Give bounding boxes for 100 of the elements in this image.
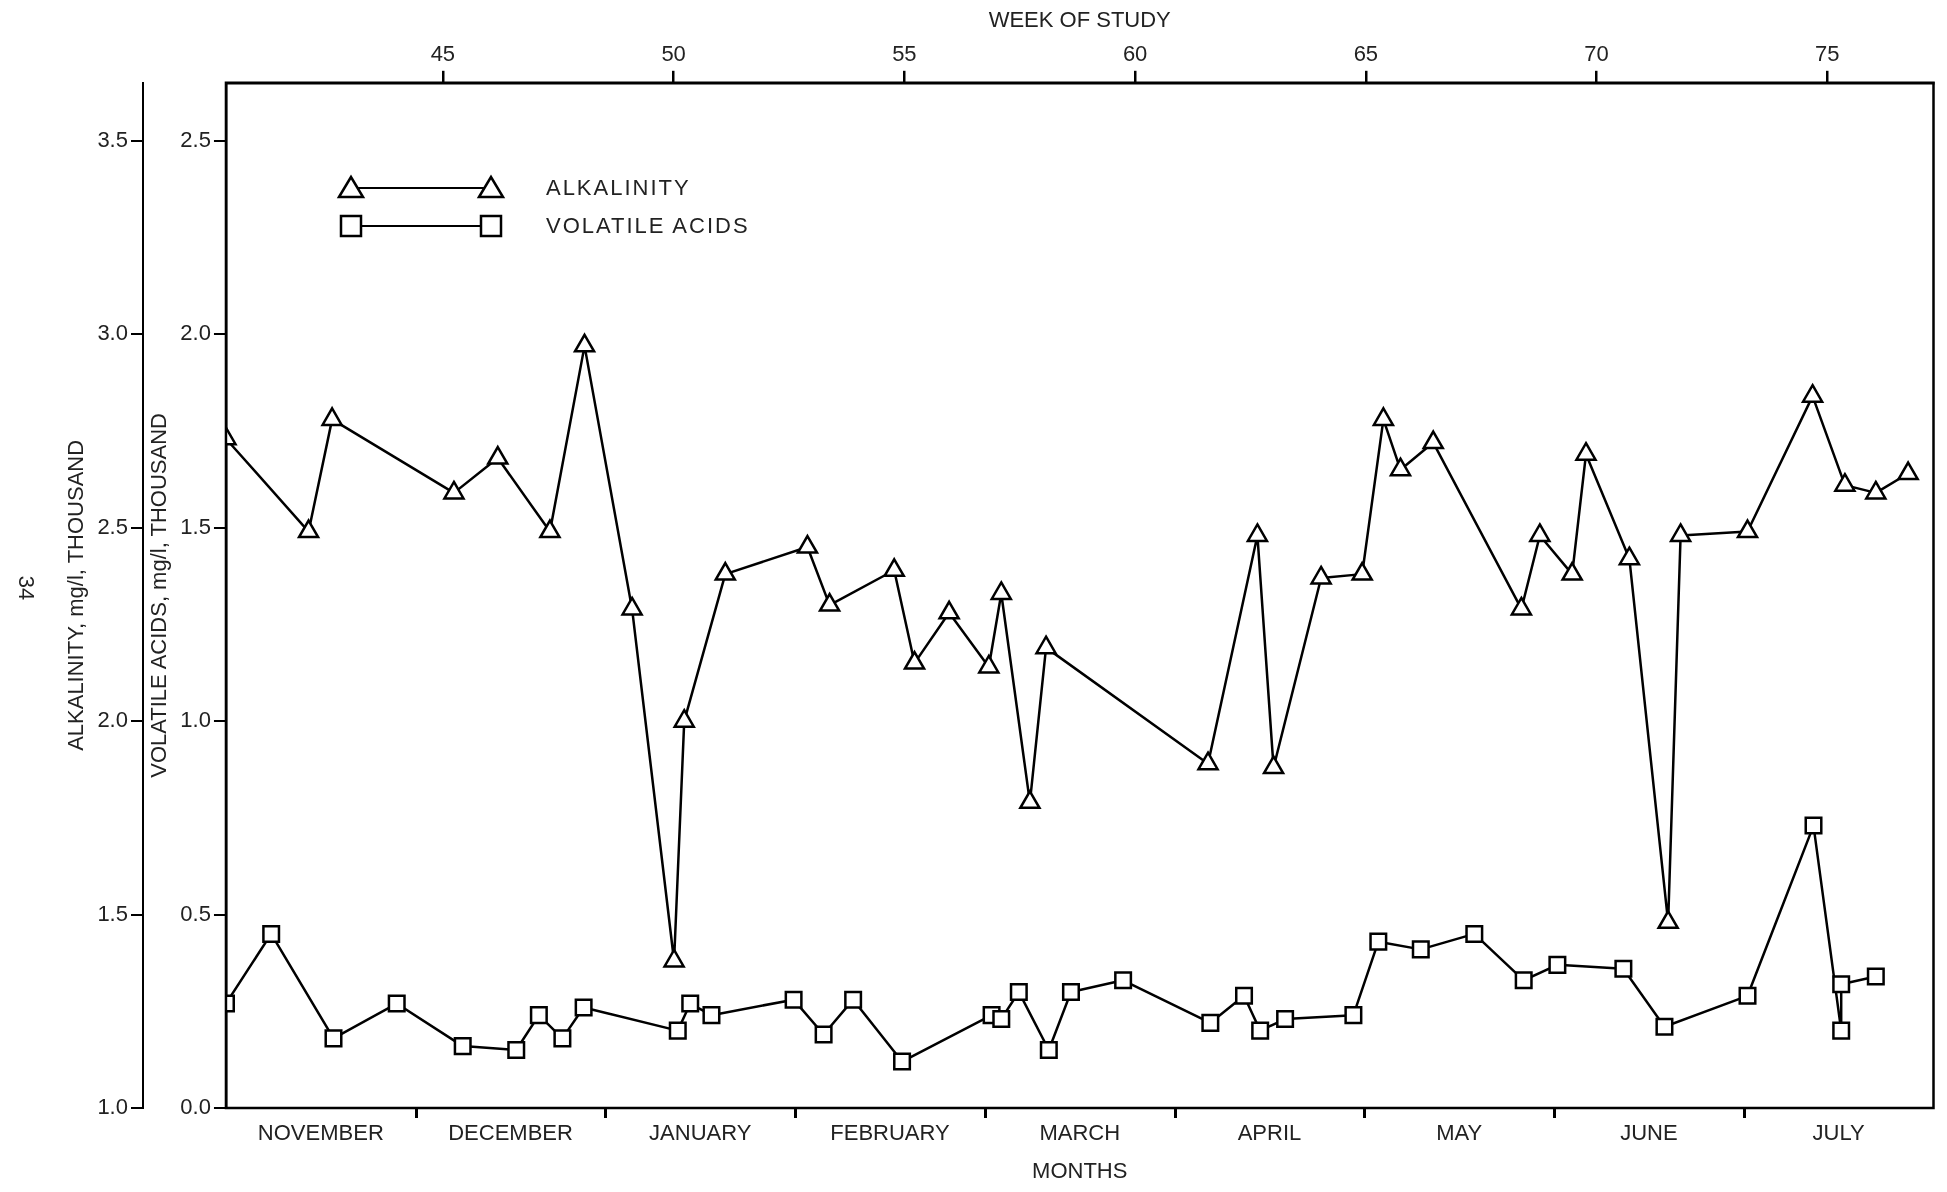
text: JULY xyxy=(1812,1120,1865,1146)
point xyxy=(1422,430,1445,450)
point xyxy=(1669,523,1692,543)
point xyxy=(1655,1017,1674,1036)
x-tick-label: 60 xyxy=(1122,40,1148,66)
y2-tick-label: 2.5 xyxy=(180,126,211,152)
point xyxy=(1834,472,1856,492)
point xyxy=(1529,523,1551,543)
point xyxy=(1548,955,1567,974)
x-tick-label: 70 xyxy=(1584,40,1609,66)
y2-tick-label: 2.0 xyxy=(180,320,211,346)
y-tick-label: 2.5 xyxy=(97,513,128,539)
x-tick-label: 75 xyxy=(1815,40,1840,66)
point xyxy=(714,561,737,581)
point xyxy=(796,534,819,554)
point xyxy=(262,924,281,943)
point xyxy=(1019,790,1041,810)
point xyxy=(1035,635,1057,655)
point xyxy=(1801,383,1824,403)
point xyxy=(1736,519,1759,539)
y2-tick-label: 0.5 xyxy=(180,900,211,926)
point xyxy=(818,592,841,612)
point xyxy=(1372,407,1395,427)
y2-tick-label: 1.0 xyxy=(180,707,211,733)
point xyxy=(553,1029,572,1048)
text: MARCH xyxy=(1039,1120,1121,1146)
y-tick-label: 3.0 xyxy=(97,320,128,346)
point xyxy=(938,600,960,620)
x-tick-label: 65 xyxy=(1353,40,1379,66)
point xyxy=(1804,816,1823,835)
point xyxy=(487,445,509,465)
point xyxy=(1510,596,1533,616)
point xyxy=(1411,940,1430,959)
point xyxy=(1276,1009,1295,1029)
x-axis-title: WEEK OF STUDY xyxy=(988,7,1172,33)
text: NOVEMBER xyxy=(257,1120,384,1146)
point xyxy=(1235,986,1254,1005)
text: JUNE xyxy=(1620,1120,1678,1146)
y-tick-label: 2.0 xyxy=(97,707,128,733)
point xyxy=(673,708,696,728)
point xyxy=(1009,982,1028,1001)
point xyxy=(1201,1013,1220,1032)
y2-axis-title: VOLATILE ACIDS, mg/l, THOUSAND xyxy=(146,413,172,778)
point xyxy=(1657,910,1679,930)
point xyxy=(1865,480,1887,500)
point xyxy=(1369,932,1388,951)
point xyxy=(1575,441,1597,461)
point xyxy=(663,948,685,968)
point xyxy=(321,407,343,427)
point xyxy=(883,558,905,577)
point xyxy=(1832,975,1851,994)
point xyxy=(1246,523,1269,543)
point xyxy=(1197,751,1219,771)
point xyxy=(784,990,803,1009)
point xyxy=(1618,546,1641,566)
point xyxy=(1614,959,1633,978)
y-tick-label: 1.5 xyxy=(97,900,128,926)
point xyxy=(1897,461,1919,481)
point xyxy=(702,1006,721,1025)
point xyxy=(1738,986,1757,1005)
point xyxy=(1039,1040,1058,1059)
point xyxy=(1465,924,1484,943)
point xyxy=(1561,561,1583,581)
point xyxy=(990,581,1013,601)
point xyxy=(1832,1021,1851,1040)
text: 34 xyxy=(13,576,40,601)
point xyxy=(1866,967,1885,986)
point xyxy=(1251,1021,1270,1040)
point xyxy=(1389,457,1412,477)
point xyxy=(992,1009,1011,1029)
point xyxy=(1344,1006,1363,1025)
y-tick-label: 3.5 xyxy=(97,126,128,152)
point xyxy=(387,994,406,1013)
point xyxy=(539,519,561,539)
x-tick-label: 55 xyxy=(892,40,917,66)
point xyxy=(668,1021,687,1040)
y2-tick-label: 0.0 xyxy=(180,1094,211,1120)
point xyxy=(529,1006,548,1025)
legend-label: ALKALINITY xyxy=(545,174,691,201)
point xyxy=(574,998,593,1017)
point xyxy=(453,1037,472,1056)
y-tick-label: 1.0 xyxy=(97,1094,128,1120)
point xyxy=(1514,971,1533,990)
point xyxy=(297,519,320,539)
text: APRIL xyxy=(1237,1120,1302,1146)
legend-label: VOLATILE ACIDS xyxy=(545,212,750,239)
point xyxy=(1061,982,1080,1001)
point xyxy=(1351,561,1373,581)
point xyxy=(1310,565,1332,585)
point xyxy=(893,1052,912,1071)
text: DECEMBER xyxy=(448,1120,573,1146)
y2-tick-label: 1.5 xyxy=(180,513,211,539)
point xyxy=(844,990,863,1009)
text: JANUARY xyxy=(649,1120,752,1146)
x-tick-label: 45 xyxy=(430,40,456,66)
point xyxy=(1114,971,1133,990)
point xyxy=(814,1025,833,1044)
point xyxy=(443,480,465,500)
point xyxy=(903,650,926,670)
text: MAY xyxy=(1436,1120,1483,1146)
